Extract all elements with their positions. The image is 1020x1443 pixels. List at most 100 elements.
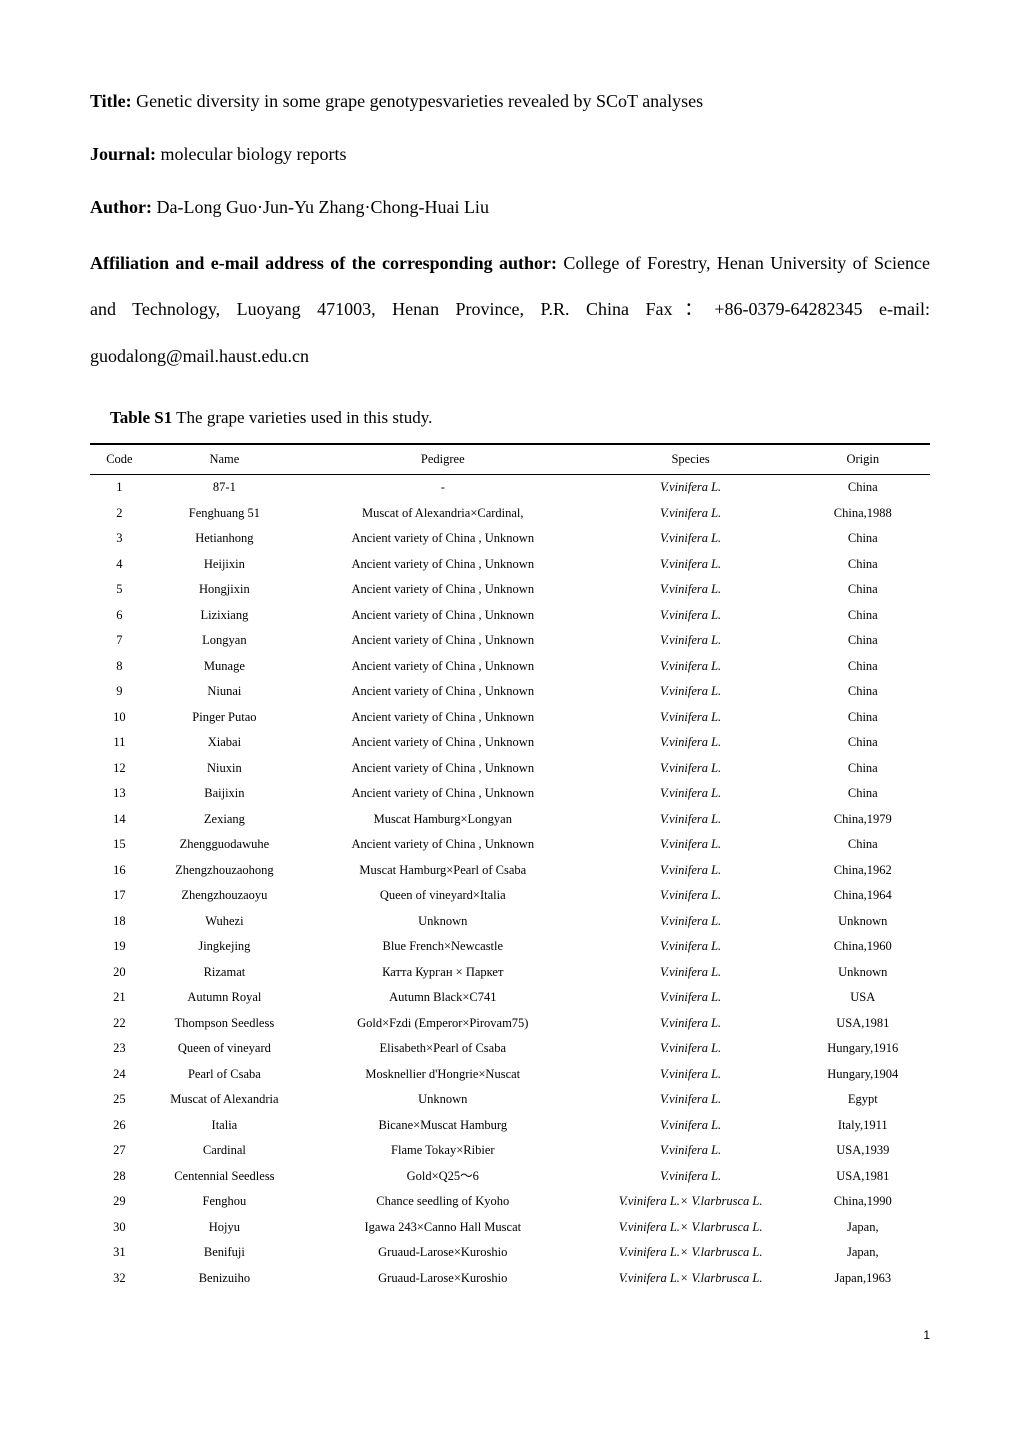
cell-code: 9 [90,679,149,705]
cell-pedigree: Flame Tokay×Ribier [300,1138,586,1164]
table-row: 17ZhengzhouzaoyuQueen of vineyard×Italia… [90,883,930,909]
cell-name: Zexiang [149,806,300,832]
cell-pedigree: Igawa 243×Canno Hall Muscat [300,1214,586,1240]
cell-pedigree: Gruaud-Larose×Kuroshio [300,1265,586,1291]
cell-pedigree: Ancient variety of China , Unknown [300,577,586,603]
table-row: 30HojyuIgawa 243×Canno Hall MuscatV.vini… [90,1214,930,1240]
table-row: 5HongjixinAncient variety of China , Unk… [90,577,930,603]
cell-origin: Italy,1911 [796,1112,930,1138]
cell-origin: China,1988 [796,500,930,526]
author-line: Author: Da-Long Guo·Jun-Yu Zhang·Chong-H… [90,186,930,229]
cell-pedigree: Ancient variety of China , Unknown [300,832,586,858]
cell-name: Longyan [149,628,300,654]
cell-code: 2 [90,500,149,526]
cell-pedigree: Ancient variety of China , Unknown [300,628,586,654]
cell-name: Hetianhong [149,526,300,552]
cell-origin: Egypt [796,1087,930,1113]
cell-name: Munage [149,653,300,679]
cell-species: V.vinifera L. [586,1138,796,1164]
cell-code: 26 [90,1112,149,1138]
cell-species: V.vinifera L. [586,628,796,654]
cell-name: Pearl of Csaba [149,1061,300,1087]
table-row: 187-1-V.vinifera L.China [90,474,930,500]
cell-name: Fenghuang 51 [149,500,300,526]
cell-code: 4 [90,551,149,577]
cell-code: 18 [90,908,149,934]
cell-origin: China,1990 [796,1189,930,1215]
cell-code: 27 [90,1138,149,1164]
cell-code: 15 [90,832,149,858]
th-origin: Origin [796,444,930,474]
cell-code: 25 [90,1087,149,1113]
cell-name: Xiabai [149,730,300,756]
table-row: 2Fenghuang 51Muscat of Alexandria×Cardin… [90,500,930,526]
cell-origin: Japan, [796,1240,930,1266]
table-row: 29FenghouChance seedling of KyohoV.vinif… [90,1189,930,1215]
cell-origin: Japan, [796,1214,930,1240]
cell-name: Benizuiho [149,1265,300,1291]
cell-code: 21 [90,985,149,1011]
cell-pedigree: Bicane×Muscat Hamburg [300,1112,586,1138]
cell-origin: China,1964 [796,883,930,909]
cell-species: V.vinifera L. [586,526,796,552]
page-number: 1 [90,1321,930,1350]
table-row: 20RizamatКатта Курган × ПаркетV.vinifera… [90,959,930,985]
cell-origin: Japan,1963 [796,1265,930,1291]
affiliation-block: Affiliation and e-mail address of the co… [90,240,930,380]
cell-species: V.vinifera L.× V.larbrusca L. [586,1189,796,1215]
cell-pedigree: Mosknellier d'Hongrie×Nuscat [300,1061,586,1087]
table-row: 8MunageAncient variety of China , Unknow… [90,653,930,679]
cell-pedigree: Muscat Hamburg×Pearl of Csaba [300,857,586,883]
cell-code: 10 [90,704,149,730]
cell-species: V.vinifera L. [586,730,796,756]
cell-name: Cardinal [149,1138,300,1164]
cell-pedigree: Autumn Black×C741 [300,985,586,1011]
cell-species: V.vinifera L. [586,857,796,883]
cell-name: Fenghou [149,1189,300,1215]
table-row: 31BenifujiGruaud-Larose×KuroshioV.vinife… [90,1240,930,1266]
th-pedigree: Pedigree [300,444,586,474]
cell-name: Hojyu [149,1214,300,1240]
journal-label: Journal: [90,144,156,164]
table-body: 187-1-V.vinifera L.China2Fenghuang 51Mus… [90,474,930,1291]
cell-name: Rizamat [149,959,300,985]
cell-species: V.vinifera L. [586,577,796,603]
cell-pedigree: Gruaud-Larose×Kuroshio [300,1240,586,1266]
cell-pedigree: Chance seedling of Kyoho [300,1189,586,1215]
cell-species: V.vinifera L. [586,1087,796,1113]
cell-species: V.vinifera L. [586,679,796,705]
table-row: 32BenizuihoGruaud-Larose×KuroshioV.vinif… [90,1265,930,1291]
cell-code: 8 [90,653,149,679]
cell-name: Zhengzhouzaohong [149,857,300,883]
cell-species: V.vinifera L. [586,1112,796,1138]
cell-species: V.vinifera L.× V.larbrusca L. [586,1214,796,1240]
cell-origin: China [796,628,930,654]
cell-species: V.vinifera L.× V.larbrusca L. [586,1240,796,1266]
cell-pedigree: Muscat of Alexandria×Cardinal, [300,500,586,526]
th-code: Code [90,444,149,474]
cell-origin: China [796,679,930,705]
cell-species: V.vinifera L. [586,832,796,858]
cell-code: 29 [90,1189,149,1215]
cell-origin: China [796,832,930,858]
cell-code: 17 [90,883,149,909]
cell-origin: Unknown [796,908,930,934]
cell-species: V.vinifera L. [586,985,796,1011]
cell-species: V.vinifera L.× V.larbrusca L. [586,1265,796,1291]
cell-pedigree: Gold×Fzdi (Emperor×Pirovam75) [300,1010,586,1036]
title-label: Title: [90,91,132,111]
cell-name: Heijixin [149,551,300,577]
table-row: 24Pearl of CsabaMosknellier d'Hongrie×Nu… [90,1061,930,1087]
title-text: Genetic diversity in some grape genotype… [132,91,704,111]
cell-origin: China [796,781,930,807]
cell-pedigree: Ancient variety of China , Unknown [300,704,586,730]
journal-text: molecular biology reports [156,144,346,164]
cell-name: Centennial Seedless [149,1163,300,1189]
cell-code: 12 [90,755,149,781]
cell-pedigree: Ancient variety of China , Unknown [300,602,586,628]
cell-species: V.vinifera L. [586,1163,796,1189]
table-caption-text: The grape varieties used in this study. [172,408,432,427]
cell-name: Jingkejing [149,934,300,960]
cell-code: 1 [90,474,149,500]
cell-origin: China,1960 [796,934,930,960]
